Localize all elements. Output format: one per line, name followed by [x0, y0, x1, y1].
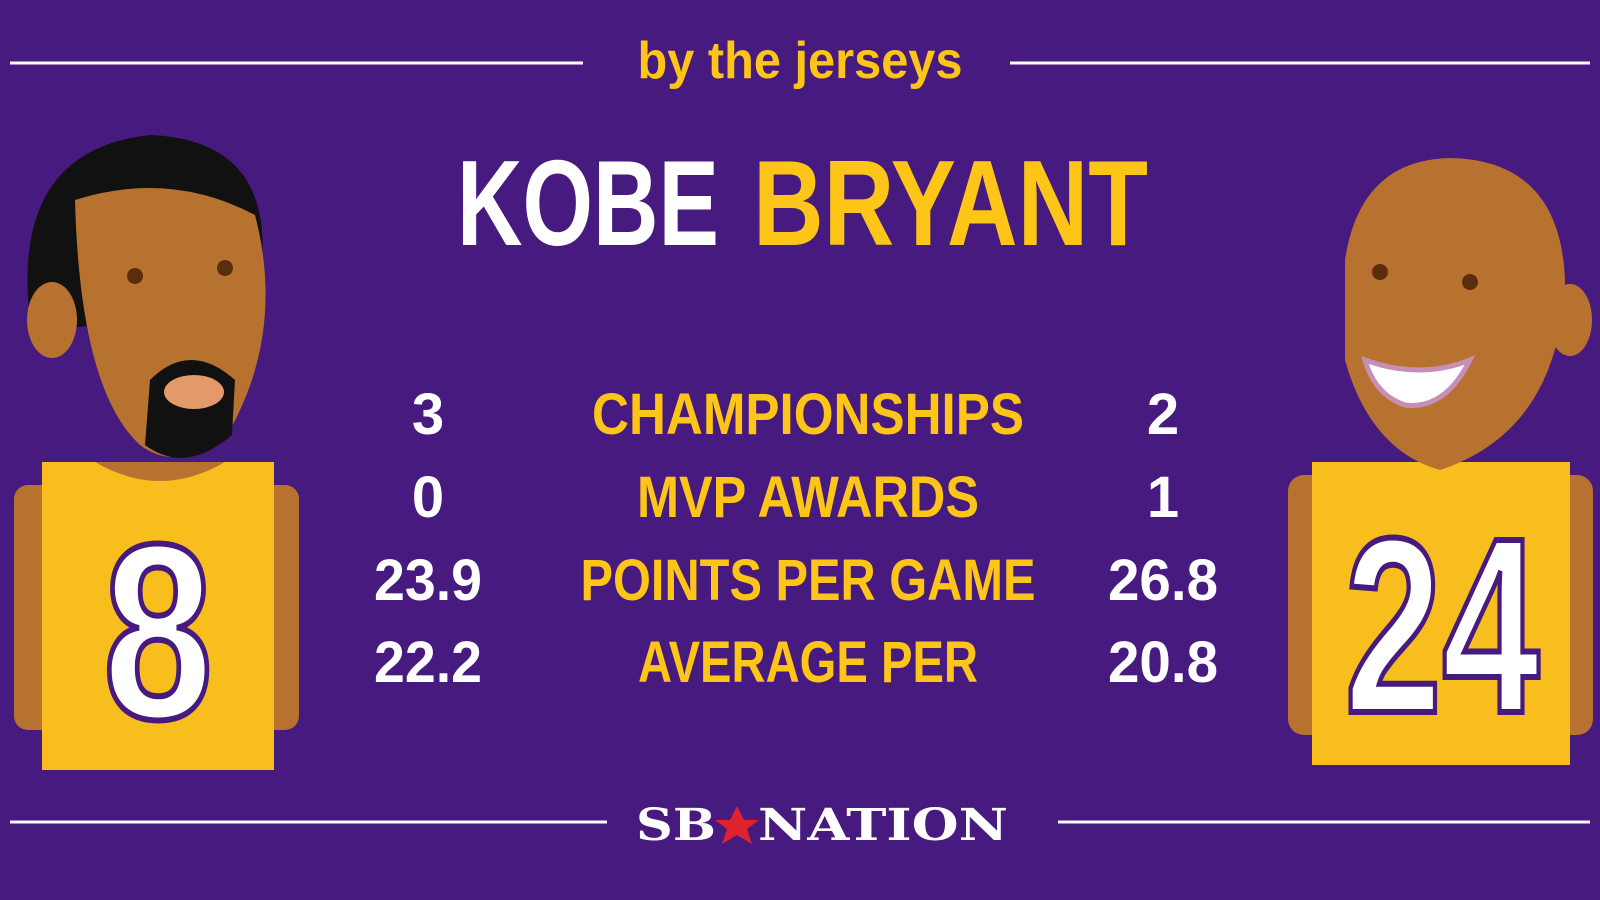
right-value: 1 [1147, 465, 1179, 530]
ear [27, 282, 77, 358]
first-name: KOBE [457, 135, 719, 271]
jersey [1312, 462, 1570, 765]
eye [1462, 274, 1478, 290]
stat-label: CHAMPIONSHIPS [592, 382, 1024, 447]
jersey-number: 8 [103, 492, 213, 771]
smile [1361, 355, 1476, 408]
logo-sb: SB [636, 800, 716, 851]
left-value: 0 [412, 465, 444, 530]
right-value: 20.8 [1108, 630, 1218, 695]
subtitle: by the jerseys [638, 32, 963, 90]
eye [217, 260, 233, 276]
stat-label: POINTS PER GAME [581, 548, 1036, 613]
eye [1372, 264, 1388, 280]
neck [95, 462, 225, 481]
logo-star [715, 806, 759, 844]
jersey-number: 24 [1345, 486, 1540, 765]
left-player: 8 [14, 135, 299, 774]
stats-table: 3 CHAMPIONSHIPS 2 0 MVP AWARDS 1 23.9 PO… [374, 382, 1218, 695]
last-name: BRYANT [753, 135, 1148, 271]
left-value: 22.2 [374, 630, 482, 695]
right-value: 26.8 [1108, 548, 1218, 613]
stat-label: AVERAGE PER [638, 630, 978, 695]
logo-nation: NATION [758, 800, 1008, 851]
left-value: 3 [412, 382, 444, 447]
jersey [42, 462, 274, 770]
mouth [164, 375, 224, 409]
right-value: 2 [1147, 382, 1179, 447]
stat-label: MVP AWARDS [637, 465, 979, 530]
eye [127, 268, 143, 284]
right-player: 24 [1288, 158, 1593, 768]
left-value: 23.9 [374, 548, 482, 613]
